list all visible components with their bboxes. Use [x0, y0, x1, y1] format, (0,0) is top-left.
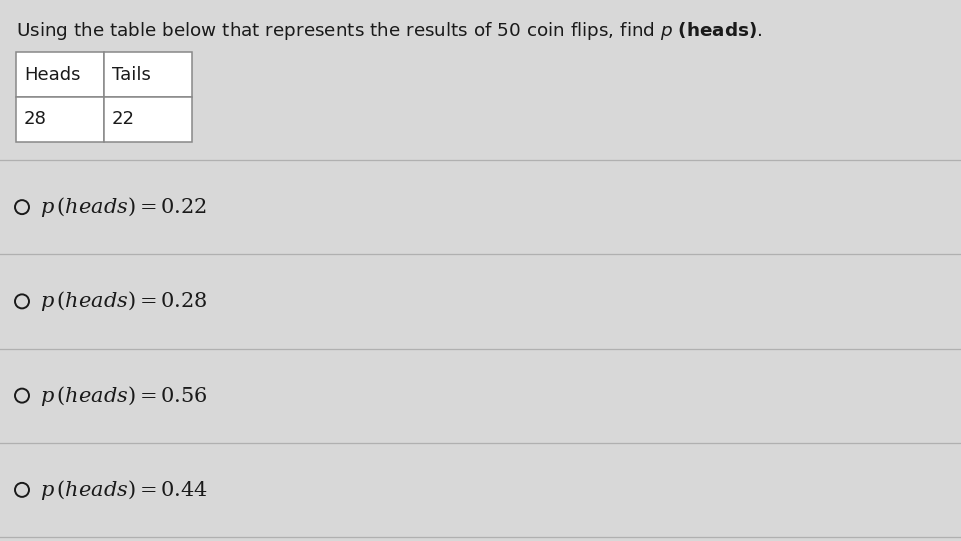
- Text: Using the table below that represents the results of 50 coin flips, find $p$ $\b: Using the table below that represents th…: [16, 20, 762, 42]
- Text: $p\,(\mathit{heads}) = $0.28: $p\,(\mathit{heads}) = $0.28: [40, 289, 207, 313]
- Bar: [104, 52, 192, 97]
- Text: $p\,(\mathit{heads}) = $0.22: $p\,(\mathit{heads}) = $0.22: [40, 195, 207, 219]
- Bar: [16, 52, 104, 97]
- Text: $p\,(\mathit{heads}) = $0.44: $p\,(\mathit{heads}) = $0.44: [40, 478, 208, 502]
- Text: $p\,(\mathit{heads}) = $0.56: $p\,(\mathit{heads}) = $0.56: [40, 384, 208, 407]
- Bar: [104, 97, 192, 142]
- Text: Tails: Tails: [111, 65, 151, 83]
- Bar: [16, 97, 104, 142]
- Text: 28: 28: [24, 110, 47, 129]
- Text: 22: 22: [111, 110, 135, 129]
- Text: Heads: Heads: [24, 65, 81, 83]
